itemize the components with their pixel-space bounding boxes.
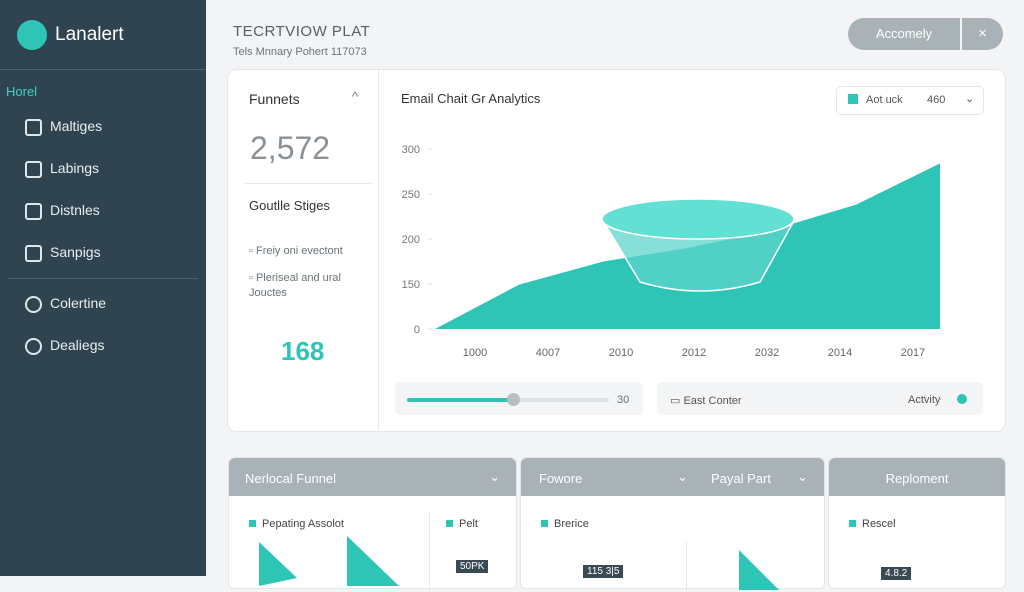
x-tick-label: 2010 <box>609 347 633 359</box>
nav-item[interactable]: Labings <box>50 160 100 176</box>
card-title: Reploment <box>885 471 949 486</box>
page-title: TECRTVIOW PLAT <box>233 23 371 40</box>
card-title: Fowore <box>539 471 583 486</box>
badge: 50PK <box>456 560 489 573</box>
logo <box>17 20 47 50</box>
sidebar: Lanalert Horel Maltiges Labings Distnles… <box>0 0 206 576</box>
nav-item[interactable]: Distnles <box>50 202 100 218</box>
section: Horel <box>6 84 38 99</box>
card-header: Fowore ⌄ Payal Part ⌄ <box>521 458 824 496</box>
status-label: Actvity <box>908 394 941 406</box>
card: Fowore ⌄ Payal Part ⌄ Brerice 115 3|5 <box>520 457 825 592</box>
badge: 4.8.2 <box>881 567 912 580</box>
panel-item-text: Pleriseal and ural Jouctes <box>249 272 341 299</box>
card-item: Rescel <box>862 518 896 530</box>
count: 168 <box>281 336 325 366</box>
card-item: Pelt <box>459 518 478 530</box>
area <box>435 163 940 329</box>
slider-knob[interactable] <box>507 393 520 406</box>
card-item: Pepating Assolot <box>262 518 344 530</box>
chart-control[interactable]: Aot uck 460 ⌄ <box>836 86 984 115</box>
chart: 300 250 200 150 0 1000 4007 2010 2012 2032 2014 201… <box>402 144 940 359</box>
page-subtitle: Tels Mnnary Pohert 117073 <box>233 46 367 58</box>
x-tick-label: 4007 <box>536 347 560 359</box>
card-header: Reploment <box>829 458 1005 496</box>
nav-item[interactable]: Maltiges <box>50 118 103 134</box>
card: Nerlocal Funnel ⌄ Pepating Assolot Pelt 5… <box>228 457 517 592</box>
big-number: 2,572 <box>250 130 331 166</box>
filter-box: ▭ East Conter Actvity <box>657 382 983 415</box>
panel-item-text: Freiy oni evectont <box>255 245 343 257</box>
nav-item[interactable]: Sanpigs <box>50 244 101 260</box>
y-tick-label: 0 <box>414 324 420 336</box>
x-tick-label: 2032 <box>755 347 779 359</box>
x-tick-label: 1000 <box>463 347 487 359</box>
card-item: Brerice <box>554 518 589 530</box>
x-tick-label: 2017 <box>901 347 925 359</box>
slider-value: 30 <box>617 394 630 406</box>
control-label: Aot uck <box>866 94 903 106</box>
y-tick-label: 150 <box>402 279 420 291</box>
card: Reploment Rescel 4.8.2 <box>828 457 1006 589</box>
panel-section: Goutlle Stiges <box>249 198 330 213</box>
filter-label: East Conter <box>683 395 742 407</box>
slider-box: 30 <box>395 382 643 415</box>
nav-item[interactable]: Dealiegs <box>50 337 105 353</box>
y-tick-label: 300 <box>402 144 420 156</box>
chart-title: Email Chait Gr Analytics <box>401 91 541 106</box>
x-tick-label: 2012 <box>682 347 706 359</box>
y-tick-label: 250 <box>402 189 420 201</box>
panel-item: ▫ Pleriseal and ural Jouctes <box>249 272 341 299</box>
y-tick-label: 200 <box>402 234 420 246</box>
panel-title: Funnets <box>249 91 300 107</box>
decor-bowl <box>600 198 797 292</box>
brand: Lanalert <box>55 24 124 45</box>
nav-item[interactable]: Colertine <box>50 295 107 311</box>
x-tick-label: 2014 <box>828 347 852 359</box>
control-value: 460 <box>927 94 946 106</box>
action-button[interactable]: Accomely <box>848 18 960 50</box>
badge: 115 3|5 <box>583 565 624 578</box>
panel-item: ▫ Freiy oni evectont <box>249 245 343 257</box>
collapse: ^ <box>352 89 359 104</box>
close-button[interactable]: × <box>962 18 1003 50</box>
card-title: Payal Part <box>711 471 771 486</box>
card-header: Nerlocal Funnel ⌄ <box>229 458 516 496</box>
card-title: Nerlocal Funnel <box>245 471 337 486</box>
